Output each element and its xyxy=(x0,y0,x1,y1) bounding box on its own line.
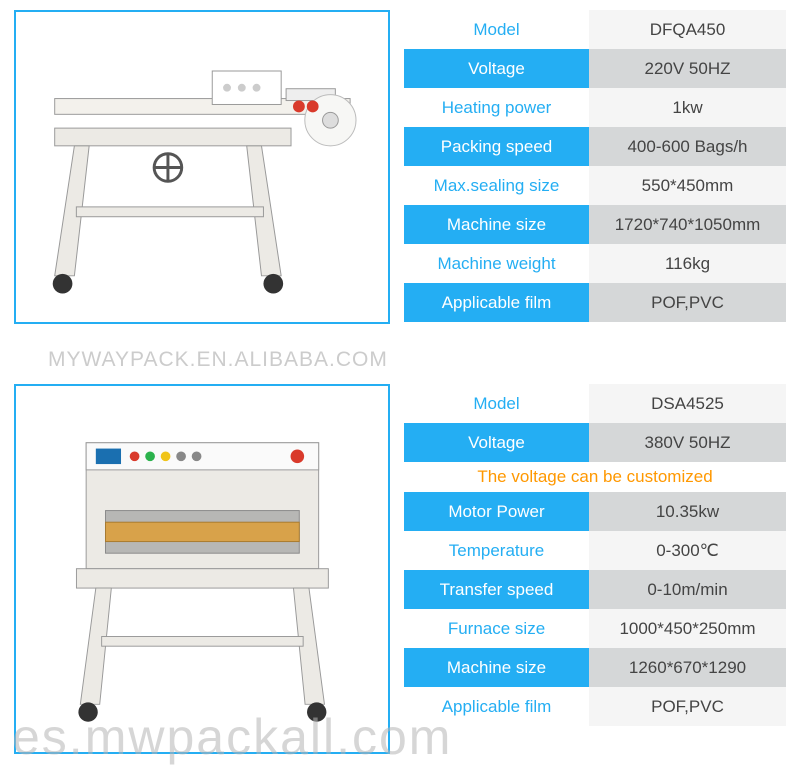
spec-value: POF,PVC xyxy=(589,283,786,322)
product-image-1 xyxy=(14,10,390,324)
spec-value: 220V 50HZ xyxy=(589,49,786,88)
spec-value: 0-300℃ xyxy=(589,531,786,570)
spec-label: Max.sealing size xyxy=(404,166,589,205)
spec-row: Packing speed400-600 Bags/h xyxy=(404,127,786,166)
spec-row: Motor Power10.35kw xyxy=(404,492,786,531)
spec-table-1: ModelDFQA450 Voltage220V 50HZ Heating po… xyxy=(404,10,786,322)
spec-row: Applicable filmPOF,PVC xyxy=(404,283,786,322)
spec-value: 550*450mm xyxy=(589,166,786,205)
spec-label: Applicable film xyxy=(404,283,589,322)
spec-label: Voltage xyxy=(404,49,589,88)
spec-label: Machine size xyxy=(404,205,589,244)
spec-label: Transfer speed xyxy=(404,570,589,609)
spec-label: Machine weight xyxy=(404,244,589,283)
spec-label: Motor Power xyxy=(404,492,589,531)
spec-value: 1kw xyxy=(589,88,786,127)
spec-row: Voltage220V 50HZ xyxy=(404,49,786,88)
product-section-2: ModelDSA4525 Voltage380V 50HZ The voltag… xyxy=(0,334,800,764)
spec-row: Transfer speed0-10m/min xyxy=(404,570,786,609)
spec-value: DFQA450 xyxy=(589,10,786,49)
spec-table-2: ModelDSA4525 Voltage380V 50HZ The voltag… xyxy=(404,384,786,726)
spec-value: 116kg xyxy=(589,244,786,283)
spec-label: Voltage xyxy=(404,423,589,462)
spec-value: 1720*740*1050mm xyxy=(589,205,786,244)
spec-row: ModelDFQA450 xyxy=(404,10,786,49)
watermark-alibaba: MYWAYPACK.EN.ALIBABA.COM xyxy=(48,348,388,372)
spec-label: Model xyxy=(404,384,589,423)
tunnel-machine-icon xyxy=(35,404,370,733)
spec-label: Heating power xyxy=(404,88,589,127)
spec-row: Voltage380V 50HZ xyxy=(404,423,786,462)
spec-row: Applicable filmPOF,PVC xyxy=(404,687,786,726)
spec-row: ModelDSA4525 xyxy=(404,384,786,423)
spec-value: 10.35kw xyxy=(589,492,786,531)
spec-label: Furnace size xyxy=(404,609,589,648)
spec-value: 1000*450*250mm xyxy=(589,609,786,648)
spec-label: Machine size xyxy=(404,648,589,687)
spec-row: Heating power1kw xyxy=(404,88,786,127)
voltage-note: The voltage can be customized xyxy=(404,462,786,492)
spec-value: 380V 50HZ xyxy=(589,423,786,462)
product-image-2 xyxy=(14,384,390,754)
spec-value: POF,PVC xyxy=(589,687,786,726)
spec-row: Machine size1260*670*1290 xyxy=(404,648,786,687)
spec-row: Machine size1720*740*1050mm xyxy=(404,205,786,244)
spec-row: Machine weight116kg xyxy=(404,244,786,283)
spec-value: DSA4525 xyxy=(589,384,786,423)
spec-label: Model xyxy=(404,10,589,49)
spec-value: 400-600 Bags/h xyxy=(589,127,786,166)
spec-row: Furnace size1000*450*250mm xyxy=(404,609,786,648)
watermark-domain: es.mwpackall.com xyxy=(12,708,452,766)
spec-row: Temperature0-300℃ xyxy=(404,531,786,570)
sealer-machine-icon xyxy=(35,28,370,307)
spec-value: 0-10m/min xyxy=(589,570,786,609)
spec-label: Temperature xyxy=(404,531,589,570)
spec-row: Max.sealing size550*450mm xyxy=(404,166,786,205)
spec-label: Packing speed xyxy=(404,127,589,166)
product-section-1: ModelDFQA450 Voltage220V 50HZ Heating po… xyxy=(0,0,800,334)
spec-value: 1260*670*1290 xyxy=(589,648,786,687)
